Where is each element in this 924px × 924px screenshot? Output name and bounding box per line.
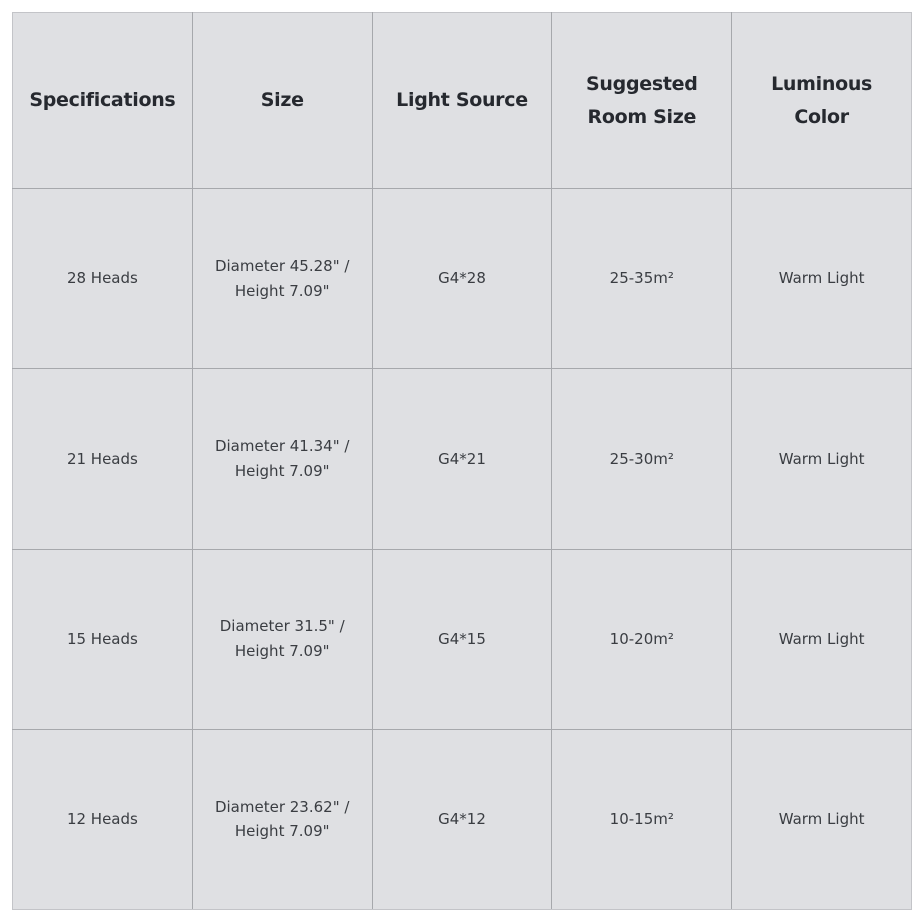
cell-room-size: 25-35m² bbox=[551, 187, 733, 370]
cell-size: Diameter 23.62" / Height 7.09" bbox=[191, 728, 373, 911]
size-line-2: Height 7.09" bbox=[234, 281, 330, 300]
header-row: Specifications Size Light Source Suggest… bbox=[12, 12, 912, 189]
cell-light-source: G4*28 bbox=[371, 187, 553, 370]
table-row: 28 Heads Diameter 45.28" / Height 7.09" … bbox=[12, 187, 912, 370]
cell-specifications: 12 Heads bbox=[12, 728, 193, 911]
column-header-suggested-room-size-label: Suggested Room Size bbox=[586, 73, 698, 128]
table-row: 21 Heads Diameter 41.34" / Height 7.09" … bbox=[12, 368, 912, 550]
cell-size: Diameter 45.28" / Height 7.09" bbox=[191, 187, 373, 370]
cell-luminous-color: Warm Light bbox=[731, 187, 912, 370]
size-line-1: Diameter 31.5" / bbox=[219, 617, 345, 636]
cell-size: Diameter 41.34" / Height 7.09" bbox=[191, 368, 373, 550]
size-line-1: Diameter 45.28" / bbox=[214, 256, 350, 275]
cell-room-size: 25-30m² bbox=[551, 368, 733, 550]
column-header-specifications-label: Specifications bbox=[29, 89, 176, 112]
cell-size: Diameter 31.5" / Height 7.09" bbox=[191, 548, 373, 730]
size-line-2: Height 7.09" bbox=[234, 642, 330, 661]
size-line-1: Diameter 41.34" / bbox=[214, 437, 350, 456]
column-header-luminous-color: Luminous Color bbox=[731, 12, 912, 189]
cell-luminous-color: Warm Light bbox=[731, 728, 912, 911]
cell-light-source: G4*15 bbox=[371, 548, 553, 730]
column-header-specifications: Specifications bbox=[12, 12, 193, 189]
size-line-2: Height 7.09" bbox=[234, 461, 330, 480]
size-line-1: Diameter 23.62" / bbox=[214, 797, 350, 816]
column-header-size-label: Size bbox=[260, 89, 304, 112]
column-header-size: Size bbox=[191, 12, 373, 189]
column-header-luminous-color-label: Luminous Color bbox=[771, 73, 873, 128]
cell-room-size: 10-15m² bbox=[551, 728, 733, 911]
cell-light-source: G4*21 bbox=[371, 368, 553, 550]
table-body: 28 Heads Diameter 45.28" / Height 7.09" … bbox=[12, 187, 912, 911]
table-row: 12 Heads Diameter 23.62" / Height 7.09" … bbox=[12, 728, 912, 911]
table-row: 15 Heads Diameter 31.5" / Height 7.09" G… bbox=[12, 548, 912, 730]
column-header-light-source-label: Light Source bbox=[396, 89, 528, 112]
cell-specifications: 28 Heads bbox=[12, 187, 193, 370]
column-header-light-source: Light Source bbox=[371, 12, 553, 189]
cell-luminous-color: Warm Light bbox=[731, 368, 912, 550]
product-specifications-table: Specifications Size Light Source Suggest… bbox=[12, 12, 912, 911]
size-line-2: Height 7.09" bbox=[234, 822, 330, 841]
table-header: Specifications Size Light Source Suggest… bbox=[12, 12, 912, 189]
column-header-suggested-room-size: Suggested Room Size bbox=[551, 12, 733, 189]
cell-room-size: 10-20m² bbox=[551, 548, 733, 730]
cell-luminous-color: Warm Light bbox=[731, 548, 912, 730]
cell-light-source: G4*12 bbox=[371, 728, 553, 911]
cell-specifications: 21 Heads bbox=[12, 368, 193, 550]
cell-specifications: 15 Heads bbox=[12, 548, 193, 730]
